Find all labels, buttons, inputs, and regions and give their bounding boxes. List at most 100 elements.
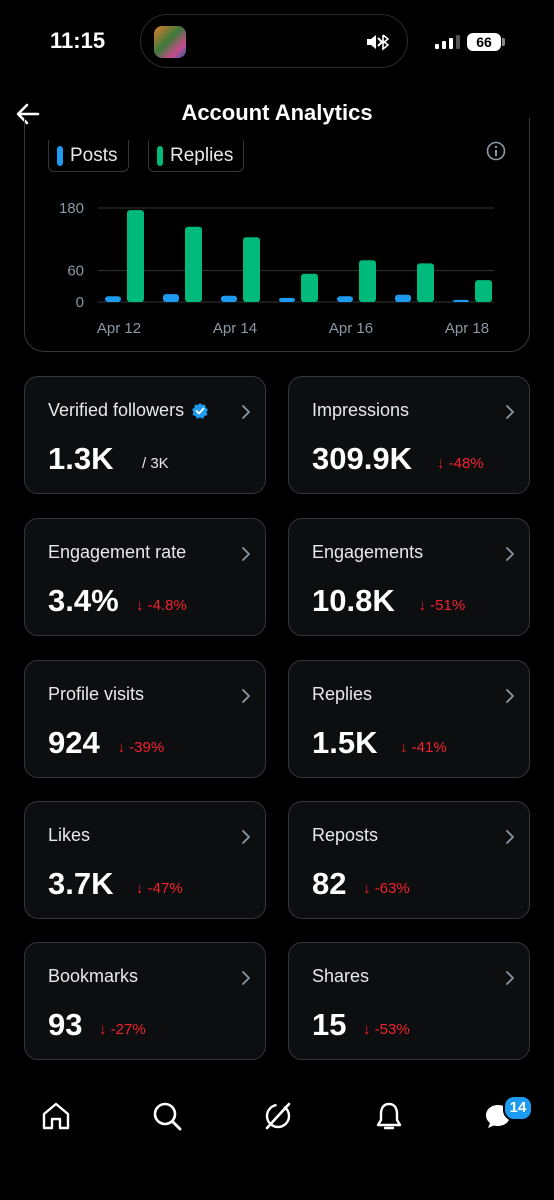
metric-label-text: Reposts bbox=[312, 825, 379, 845]
chevron-right-icon bbox=[242, 689, 250, 703]
metric-card-impressions[interactable]: Impressions 309.9K ↓ -48% bbox=[288, 376, 530, 494]
bar-replies-4[interactable] bbox=[359, 260, 376, 302]
metric-label-text: Bookmarks bbox=[48, 966, 139, 986]
metric-value: 3.7K bbox=[48, 866, 114, 901]
metric-label: Profile visits bbox=[48, 684, 144, 705]
metric-value: 1.5K bbox=[312, 725, 378, 760]
bar-posts-5[interactable] bbox=[395, 294, 411, 302]
chevron-right-icon bbox=[506, 689, 514, 703]
bar-posts-2[interactable] bbox=[221, 295, 237, 302]
legend-replies-label: Replies bbox=[170, 144, 234, 166]
now-playing-artwork bbox=[154, 26, 186, 58]
metric-label-text: Likes bbox=[48, 825, 91, 845]
chevron-right-icon bbox=[506, 547, 514, 561]
notifications-icon[interactable] bbox=[373, 1100, 405, 1132]
bar-replies-2[interactable] bbox=[243, 237, 260, 302]
y-tick-label: 0 bbox=[76, 294, 84, 311]
metric-card-likes[interactable]: Likes 3.7K ↓ -47% bbox=[24, 801, 266, 919]
x-tick-label: Apr 18 bbox=[445, 320, 489, 337]
metric-label: Bookmarks bbox=[48, 966, 138, 987]
legend-posts-label: Posts bbox=[70, 144, 118, 166]
metric-card-verified-followers[interactable]: Verified followers 1.3K / 3K bbox=[24, 376, 266, 494]
metric-label: Replies bbox=[312, 684, 372, 705]
metric-value: 1.3K bbox=[48, 441, 114, 476]
metric-label-text: Impressions bbox=[312, 400, 410, 420]
metric-change: ↓ -63% bbox=[363, 880, 410, 897]
metric-label-text: Replies bbox=[312, 684, 373, 704]
chevron-right-icon bbox=[242, 830, 250, 844]
metric-card-shares[interactable]: Shares 15 ↓ -53% bbox=[288, 942, 530, 1060]
metric-value: 924 bbox=[48, 725, 100, 760]
metric-label: Reposts bbox=[312, 825, 378, 846]
metric-value: 15 bbox=[312, 1007, 347, 1042]
metric-change: ↓ -53% bbox=[363, 1021, 410, 1038]
metric-change: ↓ -27% bbox=[99, 1021, 146, 1038]
metric-change: ↓ -47% bbox=[136, 880, 183, 897]
grok-icon[interactable] bbox=[262, 1100, 294, 1132]
bar-posts-4[interactable] bbox=[337, 296, 353, 302]
metric-change: ↓ -48% bbox=[437, 455, 484, 472]
metric-change: ↓ -41% bbox=[400, 739, 447, 756]
x-tick-label: Apr 12 bbox=[97, 320, 141, 337]
metric-label: Impressions bbox=[312, 400, 409, 421]
chevron-right-icon bbox=[506, 971, 514, 985]
metric-change: ↓ -4.8% bbox=[136, 597, 187, 614]
metric-card-engagement-rate[interactable]: Engagement rate 3.4% ↓ -4.8% bbox=[24, 518, 266, 636]
bar-posts-0[interactable] bbox=[105, 296, 121, 302]
metric-label-text: Engagement rate bbox=[48, 542, 187, 562]
metric-value: 3.4% bbox=[48, 583, 119, 618]
metric-label: Likes bbox=[48, 825, 90, 846]
bar-chart: 180 60 0 Apr 12 Apr 14 Apr 16 Apr 18 bbox=[59, 200, 494, 337]
info-icon[interactable] bbox=[486, 141, 506, 161]
bar-posts-6[interactable] bbox=[453, 299, 469, 302]
metric-label-text: Shares bbox=[312, 966, 370, 986]
y-tick-label: 180 bbox=[59, 200, 84, 217]
y-tick-label: 60 bbox=[67, 263, 84, 280]
metric-value: 82 bbox=[312, 866, 347, 901]
chevron-right-icon bbox=[242, 971, 250, 985]
metric-card-bookmarks[interactable]: Bookmarks 93 ↓ -27% bbox=[24, 942, 266, 1060]
metric-label: Engagements bbox=[312, 542, 423, 563]
verified-badge-icon bbox=[192, 402, 209, 419]
legend-replies-swatch bbox=[157, 145, 163, 166]
x-tick-label: Apr 14 bbox=[213, 320, 257, 337]
bar-posts-3[interactable] bbox=[279, 297, 295, 302]
chevron-right-icon bbox=[242, 547, 250, 561]
battery-tip bbox=[502, 38, 505, 46]
legend-replies[interactable]: Replies bbox=[148, 140, 245, 172]
dynamic-island[interactable] bbox=[140, 14, 408, 68]
metric-label: Engagement rate bbox=[48, 542, 186, 563]
metric-label-text: Profile visits bbox=[48, 684, 145, 704]
x-tick-label: Apr 16 bbox=[329, 320, 373, 337]
bar-replies-6[interactable] bbox=[475, 280, 492, 302]
metric-value: 93 bbox=[48, 1007, 83, 1042]
home-icon[interactable] bbox=[40, 1100, 72, 1132]
bar-replies-3[interactable] bbox=[301, 273, 318, 302]
bar-replies-0[interactable] bbox=[127, 210, 144, 302]
search-icon[interactable] bbox=[151, 1100, 183, 1132]
bar-replies-1[interactable] bbox=[185, 226, 202, 302]
metric-card-engagements[interactable]: Engagements 10.8K ↓ -51% bbox=[288, 518, 530, 636]
legend-posts[interactable]: Posts bbox=[48, 140, 129, 172]
battery-indicator: 66 bbox=[467, 33, 501, 51]
messages-badge: 14 bbox=[503, 1095, 533, 1121]
metric-card-replies[interactable]: Replies 1.5K ↓ -41% bbox=[288, 660, 530, 778]
page-title: Account Analytics bbox=[181, 100, 373, 125]
chart-card bbox=[24, 118, 530, 352]
silent-bluetooth-icon bbox=[367, 34, 390, 51]
metric-sub-value: / 3K bbox=[142, 455, 169, 472]
metric-change: ↓ -39% bbox=[117, 739, 165, 756]
bar-replies-5[interactable] bbox=[417, 263, 434, 302]
legend-posts-swatch bbox=[57, 145, 63, 166]
metric-card-reposts[interactable]: Reposts 82 ↓ -63% bbox=[288, 801, 530, 919]
chevron-right-icon bbox=[506, 405, 514, 419]
metric-change: ↓ -51% bbox=[418, 597, 466, 614]
chevron-right-icon bbox=[506, 830, 514, 844]
bar-posts-1[interactable] bbox=[163, 294, 179, 302]
metric-label: Verified followers bbox=[48, 400, 209, 421]
metric-card-profile-visits[interactable]: Profile visits 924 ↓ -39% bbox=[24, 660, 266, 778]
metric-label-text: Verified followers bbox=[48, 400, 185, 420]
chevron-right-icon bbox=[242, 405, 250, 419]
status-time: 11:15 bbox=[50, 28, 106, 53]
metric-label: Shares bbox=[312, 966, 369, 987]
